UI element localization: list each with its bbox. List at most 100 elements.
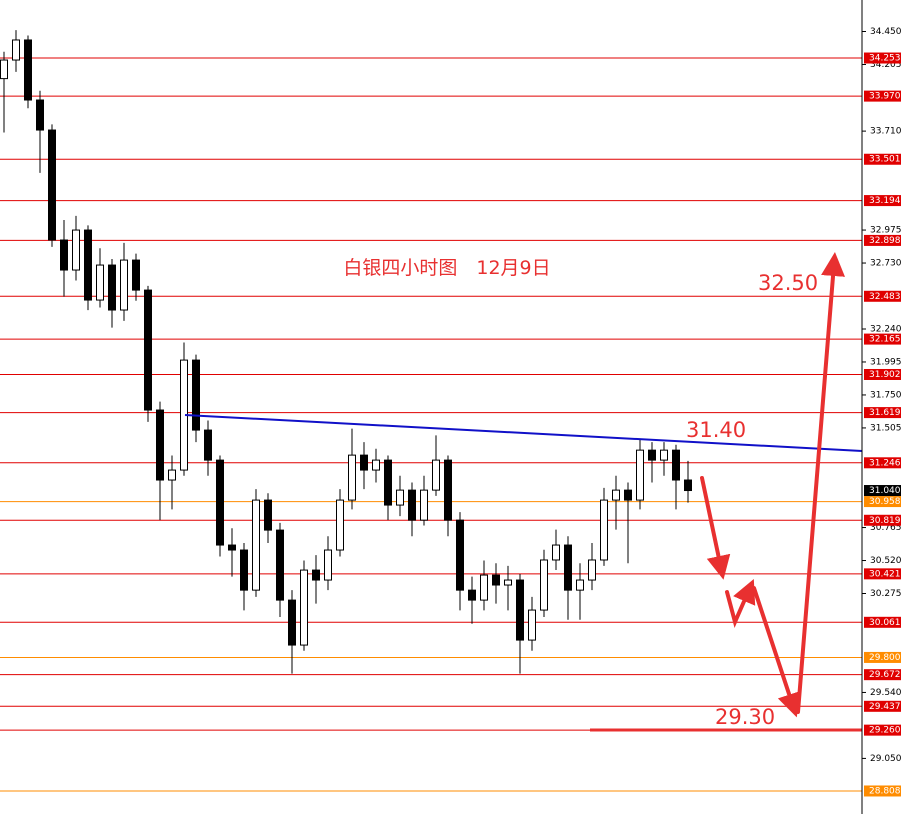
candle-body (240, 549, 248, 591)
candle-body (24, 39, 32, 101)
level-box (864, 514, 901, 526)
candle-body (600, 499, 608, 561)
candle-body (588, 559, 596, 581)
candle-body (84, 229, 92, 301)
level-label: 29.260 (869, 726, 901, 736)
candle-body (48, 129, 56, 241)
price-box (864, 485, 901, 497)
level-label: 28.808 (869, 786, 901, 796)
level-box (864, 407, 901, 419)
level-box (864, 651, 901, 663)
level-box (864, 785, 901, 797)
level-box (864, 616, 901, 628)
level-label: 30.958 (869, 497, 901, 507)
y-tick-label: 33.710 (870, 127, 902, 137)
candle-body (276, 529, 284, 601)
level-box (864, 700, 901, 712)
level-label: 32.165 (869, 335, 901, 345)
candle-body (420, 489, 428, 521)
candle-body (324, 549, 332, 581)
candle-body (204, 429, 212, 461)
level-label: 31.246 (869, 458, 901, 468)
candle-body (492, 574, 500, 586)
level-label: 32.483 (869, 292, 901, 302)
y-tick-label: 32.975 (870, 226, 902, 236)
candles (0, 30, 692, 674)
level-label: 32.898 (869, 236, 901, 246)
candle-body (552, 544, 560, 561)
level-box (864, 368, 901, 380)
y-tick-label: 31.750 (870, 390, 902, 400)
y-tick-label: 29.050 (870, 754, 902, 764)
y-tick-label: 30.520 (870, 556, 902, 566)
price-label: 31.040 (869, 486, 901, 496)
level-label: 31.619 (869, 408, 901, 418)
candle-body (336, 499, 344, 551)
level-box (864, 234, 901, 246)
y-tick-label: 34.450 (870, 27, 902, 37)
arrow (725, 579, 756, 629)
candle-body (648, 449, 656, 461)
candle-body (168, 469, 176, 481)
candle-body (192, 359, 200, 431)
candle-body (480, 574, 488, 601)
candle-body (684, 479, 692, 492)
level-box (864, 153, 901, 165)
level-label: 29.800 (869, 653, 901, 663)
candle-body (300, 569, 308, 646)
candle-body (288, 599, 296, 646)
candle-body (228, 544, 236, 551)
candle-body (348, 454, 356, 501)
candle-body (12, 39, 20, 61)
candle-body (156, 409, 164, 481)
y-tick-label: 31.505 (870, 423, 902, 433)
arrow (700, 476, 731, 580)
candle-body (456, 519, 464, 591)
candle-body (384, 459, 392, 506)
candle-body (444, 459, 452, 521)
annotation: 32.50 (758, 271, 818, 295)
candle-body (516, 579, 524, 641)
level-box (864, 90, 901, 102)
trend-line (184, 414, 863, 452)
candle-body (36, 99, 44, 131)
annotation: 31.40 (686, 418, 746, 442)
candle-body (408, 489, 416, 521)
level-box (864, 457, 901, 469)
level-box (864, 52, 901, 64)
level-label: 30.421 (869, 569, 901, 579)
y-tick-label: 30.765 (870, 523, 902, 533)
candle-body (396, 489, 404, 506)
candle-body (528, 609, 536, 641)
candle-body (360, 454, 368, 471)
level-box (864, 290, 901, 302)
level-box (864, 568, 901, 580)
level-label: 33.194 (869, 196, 901, 206)
candle-body (372, 459, 380, 471)
candle-body (216, 459, 224, 546)
candle-body (504, 579, 512, 586)
candle-body (432, 459, 440, 491)
level-label: 34.253 (869, 54, 901, 64)
candle-body (60, 239, 68, 271)
level-label: 33.970 (869, 92, 901, 102)
candle-body (672, 449, 680, 481)
level-label: 31.902 (869, 370, 901, 380)
level-label: 30.819 (869, 516, 901, 526)
level-label: 29.437 (869, 702, 901, 712)
candle-body (144, 289, 152, 411)
y-tick-label: 34.205 (870, 60, 902, 70)
annotation: 29.30 (715, 705, 775, 729)
forecast-arrows (700, 252, 846, 718)
axis-labels: 34.450 34.205 33.710 32.975 32.730 32.240 31.9… (862, 27, 902, 797)
candle-body (660, 449, 668, 461)
chart-title: 白银四小时图 12月9日 (343, 257, 550, 279)
arrow (752, 586, 801, 718)
y-tick-label: 32.730 (870, 259, 902, 269)
level-box (864, 333, 901, 345)
candle-body (576, 579, 584, 591)
y-tick-label: 32.240 (870, 324, 902, 334)
candle-body (468, 589, 476, 601)
level-box (864, 496, 901, 508)
